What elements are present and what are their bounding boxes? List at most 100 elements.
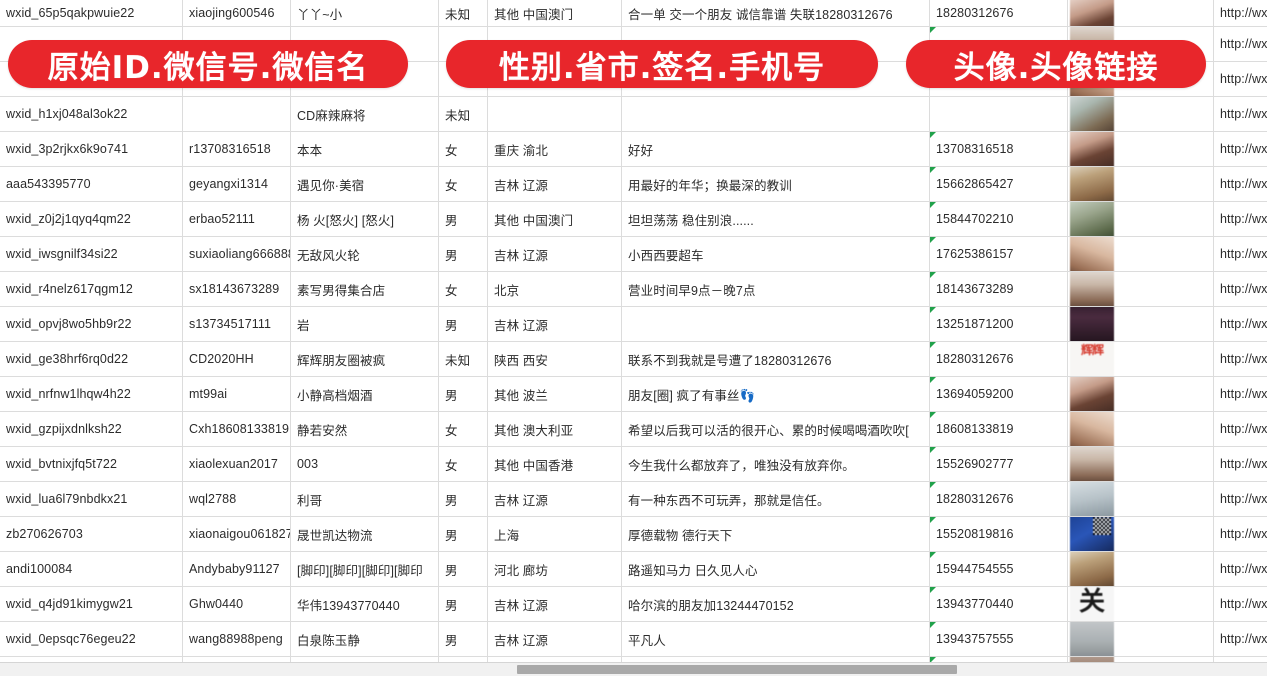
horizontal-scrollbar-thumb[interactable] [517, 665, 957, 674]
cell-gender[interactable]: 男 [438, 306, 488, 342]
cell-signature[interactable]: 平凡人 [621, 621, 930, 657]
table-row[interactable]: wxid_0epsqc76egeu22 wang88988peng 白泉陈玉静男吉林… [0, 621, 1267, 657]
cell-wx-name[interactable]: 华伟13943770440 [290, 586, 439, 622]
cell-wx-id[interactable]: CD2020HH [182, 341, 291, 377]
cell-gender[interactable]: 男 [438, 236, 488, 272]
cell-gender[interactable]: 女 [438, 271, 488, 307]
table-row[interactable]: wxid_3p2rjkx6k9o741 r13708316518 本本女重庆 渝北好… [0, 131, 1267, 167]
cell-wx-name[interactable]: CD麻辣麻将 [290, 96, 439, 132]
cell-gender[interactable]: 男 [438, 201, 488, 237]
cell-phone[interactable]: 13708316518 [929, 131, 1068, 167]
cell-avatar[interactable] [1067, 411, 1214, 447]
cell-origin-id[interactable]: wxid_h1xj048al3ok22 [0, 96, 183, 132]
cell-avatar-link[interactable]: http://wx.qlogo.cn/mmhead [1213, 411, 1267, 447]
cell-avatar[interactable]: 关 [1067, 586, 1214, 622]
cell-origin-id[interactable]: wxid_nrfnw1lhqw4h22 [0, 376, 183, 412]
cell-gender[interactable]: 男 [438, 376, 488, 412]
cell-gender[interactable]: 女 [438, 446, 488, 482]
cell-wx-id[interactable]: r13708316518 [182, 131, 291, 167]
cell-gender[interactable]: 男 [438, 516, 488, 552]
cell-region[interactable]: 其他 中国澳门 [487, 0, 622, 27]
cell-avatar-link[interactable]: http://wx.qlogo.cn/mmhead [1213, 446, 1267, 482]
cell-origin-id[interactable]: wxid_lua6l79nbdkx21 [0, 481, 183, 517]
cell-gender[interactable]: 男 [438, 586, 488, 622]
cell-avatar-link[interactable]: http://wx.qlogo.cn/mmhead [1213, 271, 1267, 307]
cell-wx-id[interactable]: xiaonaigou061827 [182, 516, 291, 552]
table-row[interactable]: wxid_gzpijxdnlksh22 Cxh18608133819 静若安然女其他… [0, 411, 1267, 447]
cell-gender[interactable]: 女 [438, 131, 488, 167]
cell-gender[interactable]: 女 [438, 166, 488, 202]
cell-avatar[interactable] [1067, 516, 1214, 552]
table-row[interactable]: wxid_ge38hrf6rq0d22 CD2020HH 辉辉朋友圈被疯 未知 陕西 西… [0, 341, 1267, 377]
cell-wx-name[interactable]: 003 [290, 446, 439, 482]
cell-wx-id[interactable]: Cxh18608133819 [182, 411, 291, 447]
cell-signature[interactable]: 有一种东西不可玩弄，那就是信任。 [621, 481, 930, 517]
cell-signature[interactable]: 路遥知马力 日久见人心 [621, 551, 930, 587]
cell-avatar-link[interactable]: http://wx.qlogo.cn/mmhead [1213, 0, 1267, 27]
cell-avatar-link[interactable]: http://wx.qlogo.cn/mmhead [1213, 166, 1267, 202]
cell-wx-name[interactable]: 岩 [290, 306, 439, 342]
cell-avatar[interactable] [1067, 131, 1214, 167]
cell-origin-id[interactable]: wxid_65p5qakpwuie22 [0, 0, 183, 27]
cell-wx-id[interactable]: wang88988peng [182, 621, 291, 657]
cell-wx-id[interactable]: wql2788 [182, 481, 291, 517]
cell-avatar-link[interactable]: http://wx.qlogo.cn/mmhead [1213, 551, 1267, 587]
cell-avatar[interactable] [1067, 96, 1214, 132]
cell-avatar-link[interactable]: http://wx.qlogo.cn/mmhead [1213, 516, 1267, 552]
cell-wx-id[interactable]: xiaojing600546 [182, 0, 291, 27]
cell-origin-id[interactable]: andi100084 [0, 551, 183, 587]
cell-signature[interactable]: 今生我什么都放弃了，唯独没有放弃你。 [621, 446, 930, 482]
cell-region[interactable]: 河北 廊坊 [487, 551, 622, 587]
cell-wx-name[interactable]: 素写男得集合店 [290, 271, 439, 307]
cell-phone[interactable]: 15520819816 [929, 516, 1068, 552]
cell-signature[interactable]: 用最好的年华；换最深的教训 [621, 166, 930, 202]
table-row[interactable]: wxid_lua6l79nbdkx21 wql2788 利哥男吉林 辽源 有一种东西不… [0, 481, 1267, 517]
cell-region[interactable]: 吉林 辽源 [487, 621, 622, 657]
cell-wx-id[interactable]: Ghw0440 [182, 586, 291, 622]
cell-avatar[interactable] [1067, 446, 1214, 482]
table-row[interactable]: wxid_iwsgnilf34si22 suxiaoliang666888 无敌风火… [0, 236, 1267, 272]
cell-avatar-link[interactable]: http://wx.qlogo.cn/mmhead [1213, 341, 1267, 377]
cell-region[interactable]: 吉林 辽源 [487, 306, 622, 342]
cell-wx-id[interactable]: erbao52111 [182, 201, 291, 237]
cell-avatar[interactable] [1067, 166, 1214, 202]
cell-phone[interactable]: 18280312676 [929, 0, 1068, 27]
cell-wx-id[interactable]: Andybaby91127 [182, 551, 291, 587]
cell-origin-id[interactable]: wxid_ge38hrf6rq0d22 [0, 341, 183, 377]
cell-avatar[interactable] [1067, 621, 1214, 657]
cell-gender[interactable]: 男 [438, 621, 488, 657]
cell-signature[interactable]: 哈尔滨的朋友加13244470152 [621, 586, 930, 622]
cell-signature[interactable]: 坦坦荡荡 稳住别浪...... [621, 201, 930, 237]
cell-origin-id[interactable]: aaa543395770 [0, 166, 183, 202]
cell-wx-id[interactable]: s13734517111 [182, 306, 291, 342]
cell-wx-id[interactable]: mt99ai [182, 376, 291, 412]
cell-avatar-link[interactable]: http://wx.qlogo.cn/mmhead [1213, 481, 1267, 517]
cell-avatar[interactable] [1067, 201, 1214, 237]
cell-avatar-link[interactable]: http://wx.qlogo.cn/mmhead [1213, 376, 1267, 412]
cell-region[interactable]: 吉林 辽源 [487, 586, 622, 622]
cell-phone[interactable]: 13694059200 [929, 376, 1068, 412]
cell-origin-id[interactable]: wxid_gzpijxdnlksh22 [0, 411, 183, 447]
cell-phone[interactable]: 18608133819 [929, 411, 1068, 447]
cell-signature[interactable]: 小西西要超车 [621, 236, 930, 272]
cell-phone[interactable]: 15662865427 [929, 166, 1068, 202]
table-row[interactable]: wxid_65p5qakpwuie22 xiaojing600546 丫丫~小 未知其… [0, 0, 1267, 27]
table-row[interactable]: andi100084 Andybaby91127 [脚印][脚印][脚印][脚印男河… [0, 551, 1267, 587]
table-row[interactable]: wxid_q4jd91kimygw21 Ghw0440 华伟13943770440 男… [0, 586, 1267, 622]
cell-phone[interactable]: 13251871200 [929, 306, 1068, 342]
cell-avatar[interactable] [1067, 481, 1214, 517]
horizontal-scrollbar[interactable] [0, 662, 1267, 676]
cell-phone[interactable]: 18280312676 [929, 341, 1068, 377]
cell-wx-id[interactable]: xiaolexuan2017 [182, 446, 291, 482]
cell-wx-id[interactable]: sx18143673289 [182, 271, 291, 307]
cell-gender[interactable]: 未知 [438, 341, 488, 377]
cell-origin-id[interactable]: wxid_opvj8wo5hb9r22 [0, 306, 183, 342]
table-row[interactable]: aaa543395770 geyangxi1314 遇见你·美宿女吉林 辽源 用最好的… [0, 166, 1267, 202]
cell-wx-name[interactable]: 小静高档烟酒 [290, 376, 439, 412]
cell-avatar[interactable] [1067, 271, 1214, 307]
cell-avatar-link[interactable]: http://wx.qlogo.cn/mmhead [1213, 236, 1267, 272]
cell-avatar-link[interactable]: http://wx.qlogo.cn/mmhead [1213, 621, 1267, 657]
table-row[interactable]: wxid_z0j2j1qyq4qm22 erbao52111 杨 火[怒火] [怒火… [0, 201, 1267, 237]
